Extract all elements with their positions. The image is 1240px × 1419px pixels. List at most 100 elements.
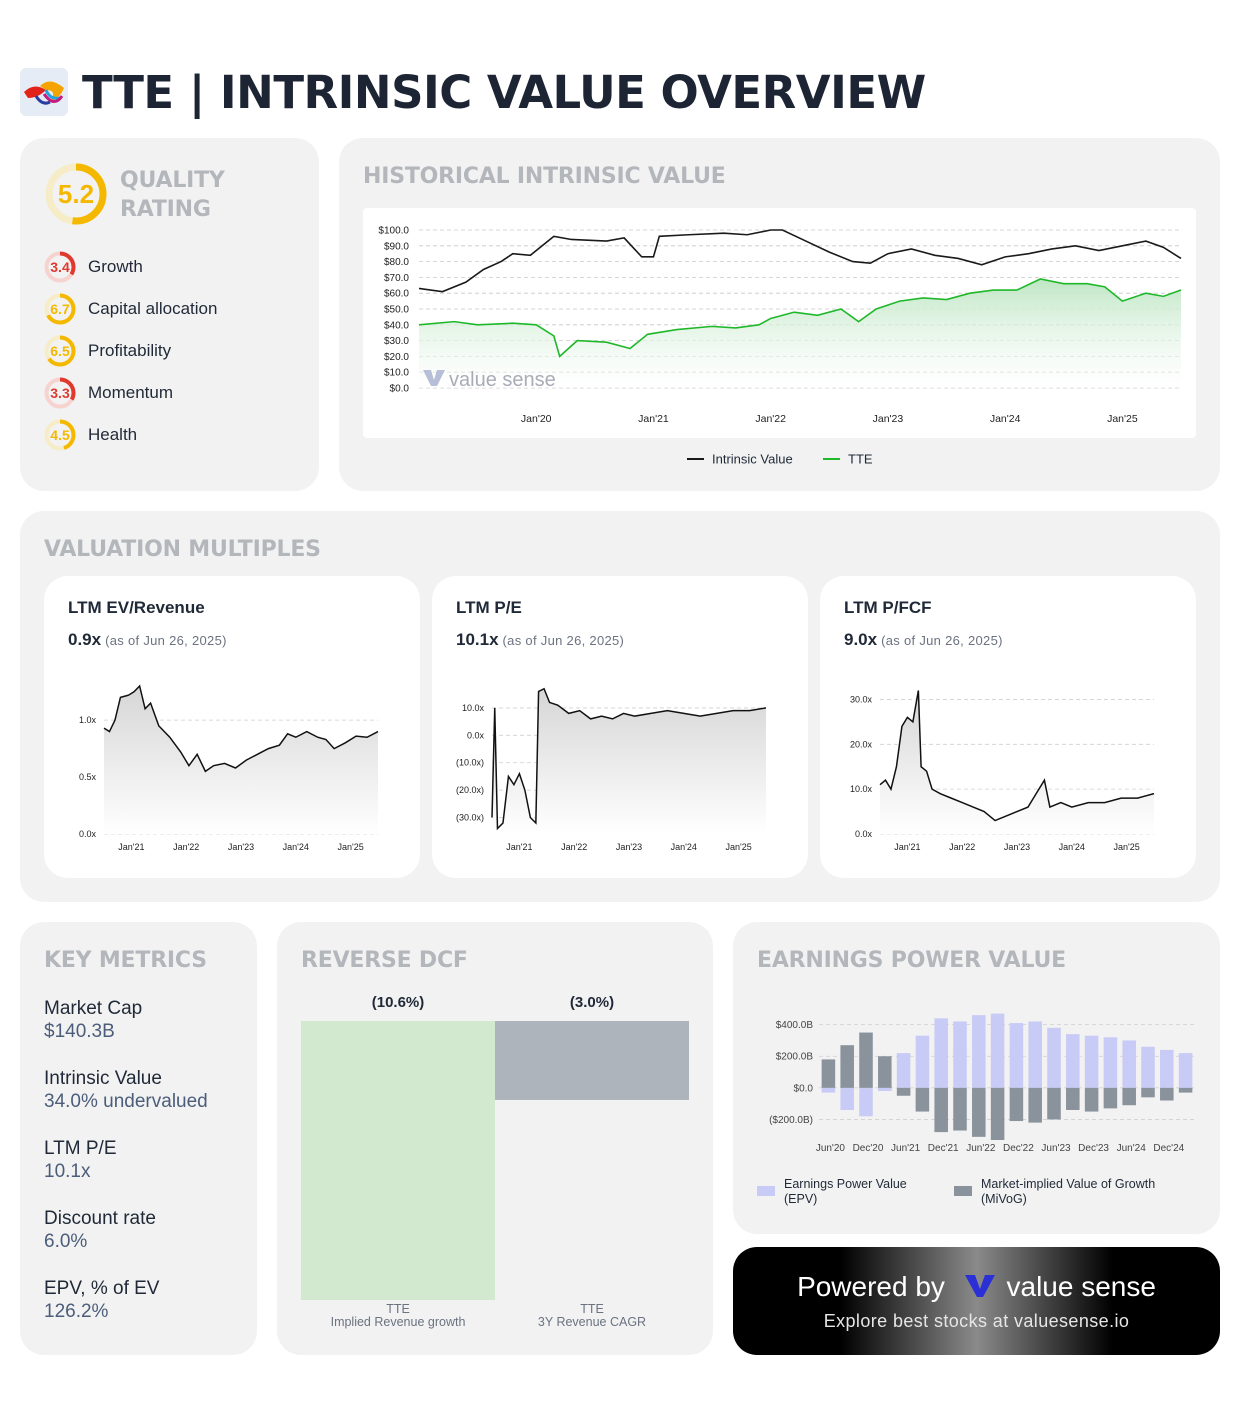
score-ring: 3.4 xyxy=(44,251,76,283)
score-label: Momentum xyxy=(88,383,174,402)
ring-progress xyxy=(44,251,76,283)
y-tick-label: $20.0 xyxy=(384,352,409,363)
score-label: Growth xyxy=(88,257,143,276)
totalenergies-logo xyxy=(20,68,68,116)
y-tick-label: 0.0x xyxy=(855,829,873,839)
historical-intrinsic-value-card: HISTORICAL INTRINSIC VALUE $100.0 $90.0 $8… xyxy=(339,138,1220,491)
x-tick-label: Jan'24 xyxy=(671,842,697,852)
epv-bar xyxy=(915,1035,930,1088)
mivog-bar xyxy=(1141,1087,1155,1098)
mivog-bar xyxy=(915,1087,930,1112)
x-tick-label: Jun'22 xyxy=(966,1143,996,1154)
y-tick-label: 20.0x xyxy=(850,739,873,749)
key-metrics-card: KEY METRICS Market Cap $140.3B Intrinsic … xyxy=(20,922,257,1355)
x-tick-label: Jun'24 xyxy=(1117,1143,1147,1154)
metric-discount-rate: Discount rate 6.0% xyxy=(44,1208,156,1252)
mivog-bar xyxy=(1084,1087,1099,1112)
epv-bar xyxy=(1103,1037,1118,1088)
x-tick-label: Jan'21 xyxy=(638,413,669,425)
y-tick-label: 10.0x xyxy=(850,784,873,794)
mivog-bar xyxy=(1028,1087,1042,1123)
mivog-bar xyxy=(1178,1087,1193,1093)
y-tick-label: $80.0 xyxy=(384,257,409,268)
epv-bar xyxy=(1009,1023,1024,1088)
ring-progress xyxy=(44,293,76,325)
mivog-bar xyxy=(972,1087,986,1137)
score-value: 6.7 xyxy=(50,301,70,317)
legend-swatch xyxy=(757,1186,775,1196)
valuation-title: VALUATION MULTIPLES xyxy=(44,537,321,562)
multiple-title: LTM P/E xyxy=(456,598,522,617)
mivog-bar xyxy=(1066,1087,1080,1110)
epv-bar xyxy=(972,1015,986,1088)
x-tick-label: Jan'25 xyxy=(1113,842,1139,852)
x-tick-label: Dec'21 xyxy=(928,1143,959,1154)
metric-epv-pct-ev: EPV, % of EV 126.2% xyxy=(44,1278,160,1322)
epv-bar xyxy=(840,1087,854,1110)
multiple-title: LTM EV/Revenue xyxy=(68,598,205,617)
x-tick-label: Jun'20 xyxy=(816,1143,846,1154)
epv-bar xyxy=(896,1053,911,1088)
ring-progress xyxy=(44,419,76,451)
epv-bar xyxy=(1028,1021,1042,1088)
epv-title: EARNINGS POWER VALUE xyxy=(757,948,1066,973)
y-tick-label: 0.0x xyxy=(79,829,97,839)
epv-bar xyxy=(1066,1034,1080,1088)
y-tick-label: $90.0 xyxy=(384,241,409,252)
quality-score: 5.2 xyxy=(57,179,95,209)
y-tick-label: $50.0 xyxy=(384,305,409,316)
score-label: Health xyxy=(88,425,138,444)
powered-by-banner[interactable]: Powered by value sense Explore best stoc… xyxy=(733,1247,1220,1355)
x-tick-label: Jan'22 xyxy=(755,413,786,425)
y-tick-label: 30.0x xyxy=(850,694,873,704)
quality-rating-card: 5.2 QUALITY RATING 3.4 Growth 6.7 Capital a… xyxy=(20,138,319,491)
x-tick-label: Jun'23 xyxy=(1041,1143,1071,1154)
score-label: Profitability xyxy=(88,341,172,360)
valuesense-watermark-icon xyxy=(423,370,445,386)
multiple-card-ev-revenue: LTM EV/Revenue 0.9x (as of Jun 26, 2025) … xyxy=(44,576,420,878)
mivog-bar xyxy=(821,1059,836,1088)
legend-label: Market-implied Value of Growth xyxy=(981,1177,1155,1191)
legend-swatch xyxy=(954,1186,972,1196)
multiple-area xyxy=(104,686,378,834)
score-label: Capital allocation xyxy=(88,299,218,318)
y-tick-label: $400.0B xyxy=(776,1020,814,1031)
quality-item-profitability: 6.5 Profitability xyxy=(44,330,217,372)
quality-rating-title: QUALITY RATING xyxy=(120,168,225,222)
multiple-area xyxy=(880,690,1154,834)
brand-name: value sense xyxy=(1006,1271,1156,1302)
x-tick-label: Jan'23 xyxy=(1004,842,1030,852)
header: TTE | INTRINSIC VALUE OVERVIEW xyxy=(20,64,926,120)
legend-label: TTE xyxy=(848,452,873,467)
epv-bar xyxy=(1084,1035,1099,1088)
quality-item-health: 4.5 Health xyxy=(44,414,217,456)
score-value: 3.4 xyxy=(50,259,70,275)
mivog-bar xyxy=(1009,1087,1024,1122)
x-tick-label: Dec'24 xyxy=(1153,1143,1184,1154)
y-tick-label: (20.0x) xyxy=(456,785,484,795)
mivog-bar xyxy=(1103,1087,1118,1109)
quality-item-momentum: 3.3 Momentum xyxy=(44,372,217,414)
epv-bar xyxy=(1141,1046,1155,1088)
x-tick-label: Jan'25 xyxy=(1107,413,1138,425)
quality-score-ring: 5.2 xyxy=(44,162,108,226)
dcf-value-label: (10.6%) xyxy=(372,994,425,1011)
x-tick-label: Jan'24 xyxy=(1059,842,1085,852)
tte-area xyxy=(419,278,1181,388)
x-tick-label: Jan'23 xyxy=(228,842,254,852)
epv-bar xyxy=(821,1087,836,1093)
x-tick-label: Jan'21 xyxy=(118,842,144,852)
multiple-line xyxy=(103,684,379,773)
dcf-category-label: Implied Revenue growth xyxy=(331,1315,466,1329)
multiple-area xyxy=(492,688,766,834)
multiple-chart: 30.0x 20.0x 10.0x 0.0x Jan'21 Jan'22 Jan'23 Jan… xyxy=(850,690,1155,852)
quality-items: 3.4 Growth 6.7 Capital allocation 6.5 Profita… xyxy=(44,246,217,456)
multiple-chart: 10.0x 0.0x (10.0x) (20.0x) (30.0x) Jan'21 Jan'… xyxy=(456,687,767,852)
mivog-bar xyxy=(1047,1087,1061,1120)
x-tick-label: Jan'22 xyxy=(949,842,975,852)
x-tick-label: Jan'20 xyxy=(521,413,552,425)
multiple-line xyxy=(879,690,1155,822)
legend-label: Earnings Power Value xyxy=(784,1177,907,1191)
dcf-category-label: 3Y Revenue CAGR xyxy=(538,1315,646,1329)
dcf-category-label: TTE xyxy=(386,1302,410,1316)
